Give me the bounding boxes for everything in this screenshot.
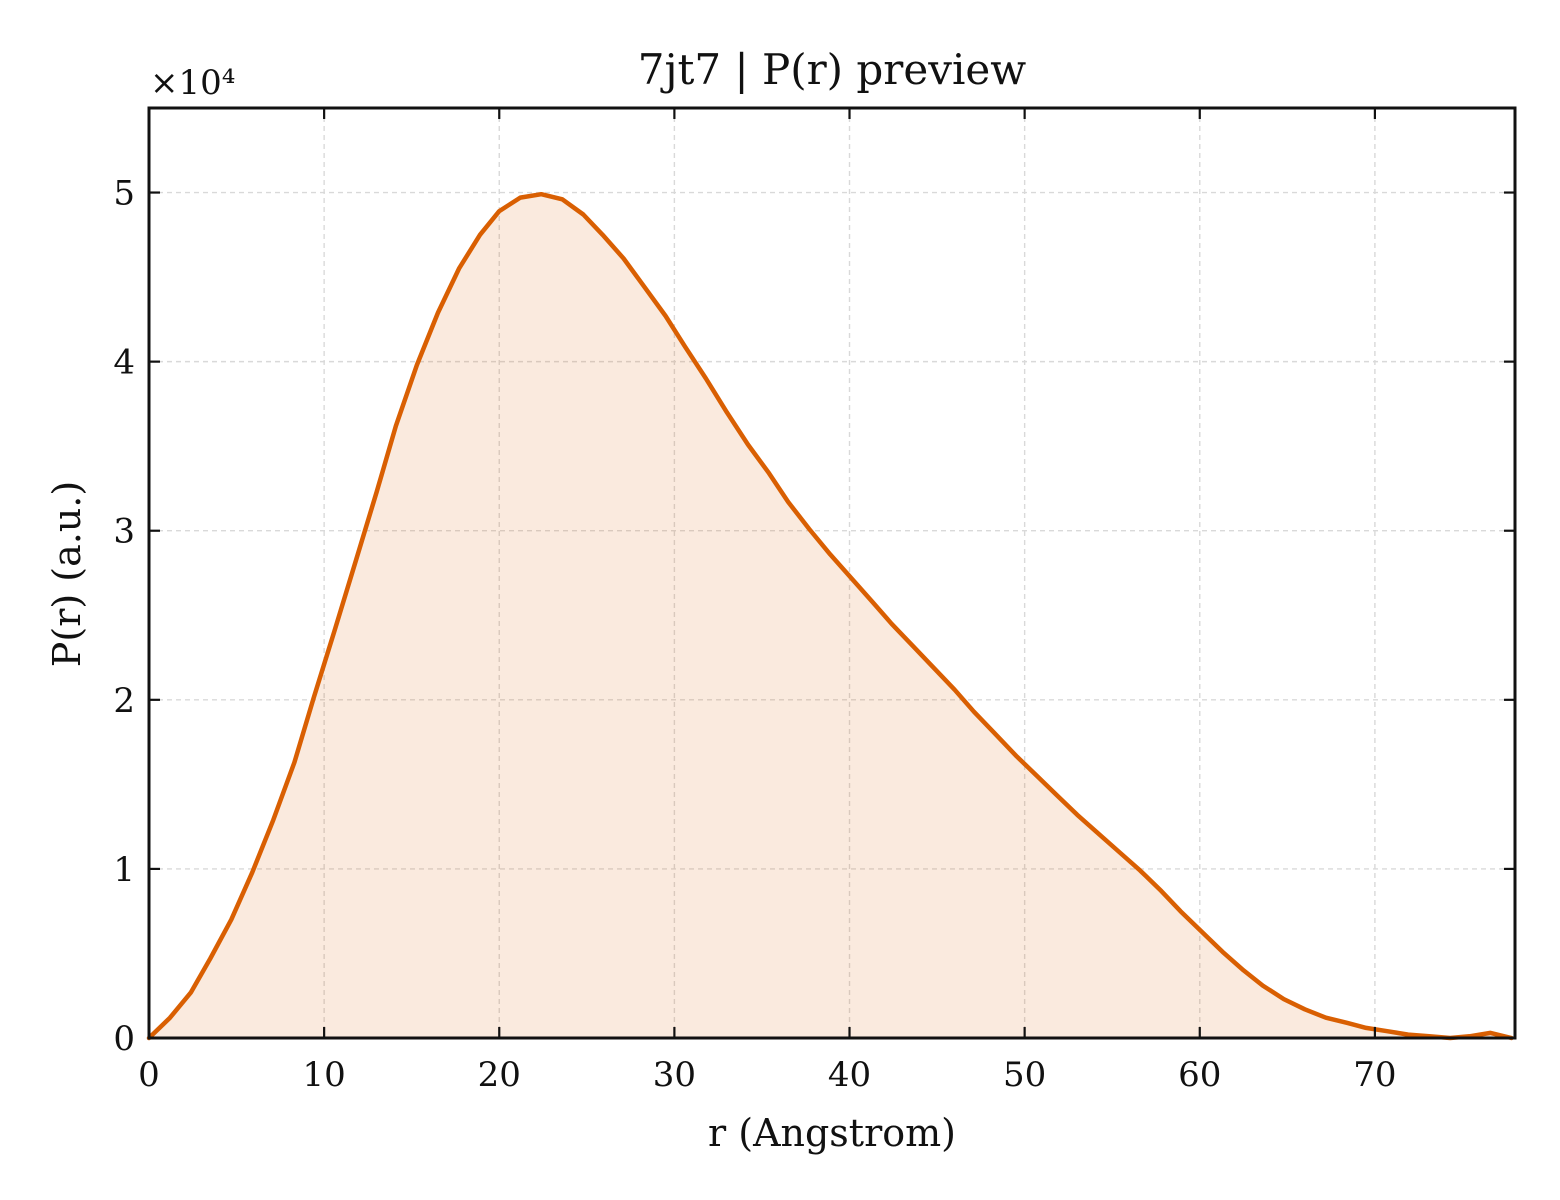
y-offset-label: ×10⁴ bbox=[150, 63, 235, 103]
series-line-layer bbox=[146, 191, 1514, 1041]
y-tick-label: 5 bbox=[113, 174, 135, 214]
series-area-fill bbox=[149, 194, 1512, 1038]
x-tick-label: 70 bbox=[1353, 1055, 1396, 1095]
x-tick-label: 60 bbox=[1178, 1055, 1221, 1095]
y-axis-label: P(r) (a.u.) bbox=[45, 481, 89, 667]
x-tick-label: 20 bbox=[478, 1055, 521, 1095]
x-tick-label: 30 bbox=[653, 1055, 696, 1095]
x-axis-label: r (Angstrom) bbox=[708, 1111, 956, 1155]
series-line bbox=[146, 191, 1514, 1041]
y-tick-label: 0 bbox=[113, 1019, 135, 1059]
x-tick-label: 0 bbox=[138, 1055, 160, 1095]
chart-title: 7jt7 | P(r) preview bbox=[638, 45, 1026, 94]
x-tick-label: 10 bbox=[302, 1055, 345, 1095]
grid bbox=[149, 108, 1515, 1038]
y-tick-label: 2 bbox=[113, 681, 135, 721]
x-tick-label: 40 bbox=[828, 1055, 871, 1095]
y-tick-label: 4 bbox=[113, 343, 135, 383]
y-tick-label: 1 bbox=[113, 850, 135, 890]
y-tick-label: 3 bbox=[113, 512, 135, 552]
ticks: 0 10 20 30 40 50 60 70 0 1 2 3 4 5 bbox=[113, 108, 1515, 1095]
x-tick-label: 50 bbox=[1003, 1055, 1046, 1095]
plot-frame bbox=[147, 106, 1517, 1040]
area-fill-layer bbox=[149, 194, 1512, 1038]
